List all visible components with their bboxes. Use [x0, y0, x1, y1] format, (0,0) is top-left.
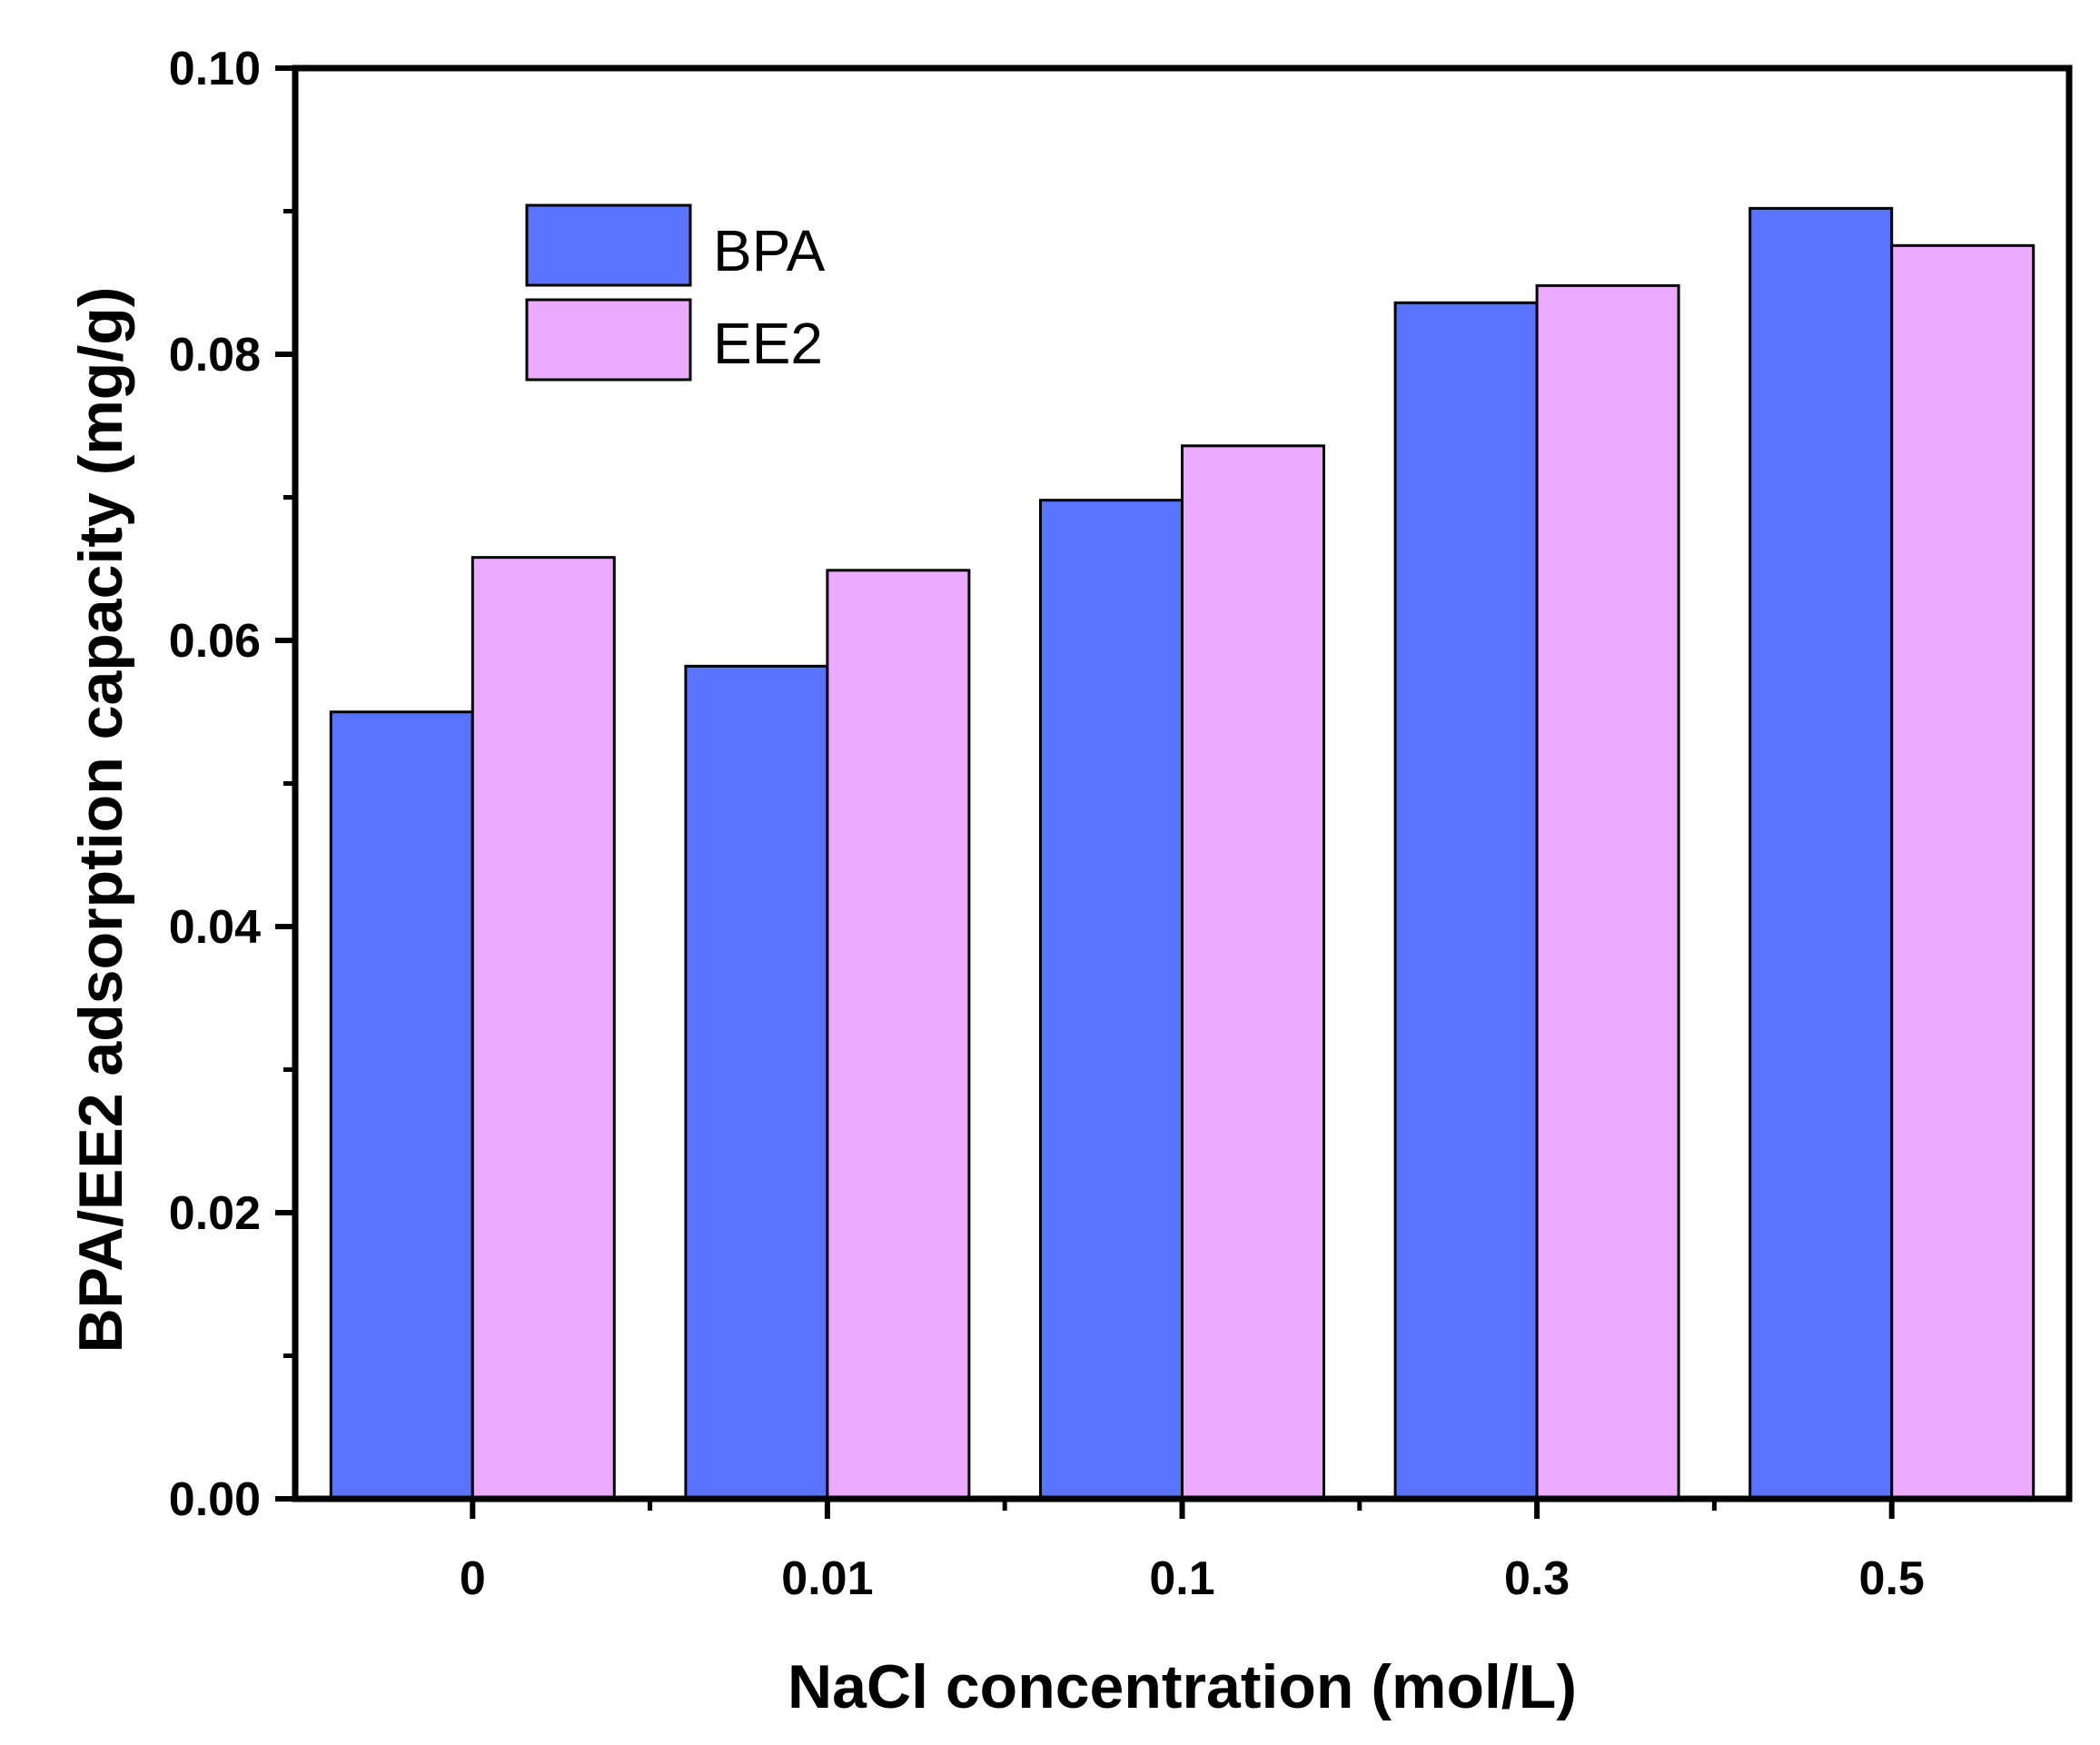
y-tick-label: 0.06 — [169, 615, 261, 668]
bar-bpa-0.1 — [1039, 499, 1184, 1501]
legend-label-bpa: BPA — [713, 218, 826, 283]
x-tick-label: 0 — [460, 1552, 486, 1605]
legend: BPA EE2 — [525, 203, 826, 382]
bars-layer — [329, 206, 2036, 1501]
y-tick-label: 0.02 — [169, 1187, 261, 1240]
bar-bpa-0 — [329, 710, 474, 1501]
bar-ee2-0 — [471, 556, 616, 1501]
x-tick-label: 0.5 — [1859, 1552, 1925, 1605]
x-ticks: 0 0.01 0.1 0.3 0.5 — [460, 1499, 1925, 1605]
bar-bpa-0.5 — [1748, 206, 1894, 1501]
bar-bpa-0.01 — [684, 664, 829, 1501]
bar-ee2-0.1 — [1181, 444, 1325, 1501]
bar-ee2-0.01 — [826, 569, 971, 1501]
bar-ee2-0.3 — [1535, 283, 1680, 1501]
y-tick-label: 0.08 — [169, 329, 261, 382]
x-axis-title: NaCl concentration (mol/L) — [788, 1652, 1577, 1721]
x-tick-label: 0.01 — [781, 1552, 873, 1605]
y-tick-label: 0.04 — [169, 901, 261, 954]
legend-swatch-bpa — [525, 203, 692, 287]
legend-swatch-ee2 — [525, 298, 692, 382]
x-tick-label: 0.3 — [1504, 1552, 1570, 1605]
bar-bpa-0.3 — [1393, 301, 1539, 1501]
bar-ee2-0.5 — [1890, 243, 2036, 1501]
x-tick-label: 0.1 — [1149, 1552, 1214, 1605]
y-ticks: 0.00 0.02 0.04 0.06 0.08 0.10 — [169, 43, 295, 1526]
y-axis-title: BPA/EE2 adsorption capacity (mg/g) — [66, 287, 135, 1353]
y-tick-label: 0.10 — [169, 43, 261, 95]
legend-label-ee2: EE2 — [713, 311, 823, 376]
y-tick-label: 0.00 — [169, 1473, 261, 1526]
